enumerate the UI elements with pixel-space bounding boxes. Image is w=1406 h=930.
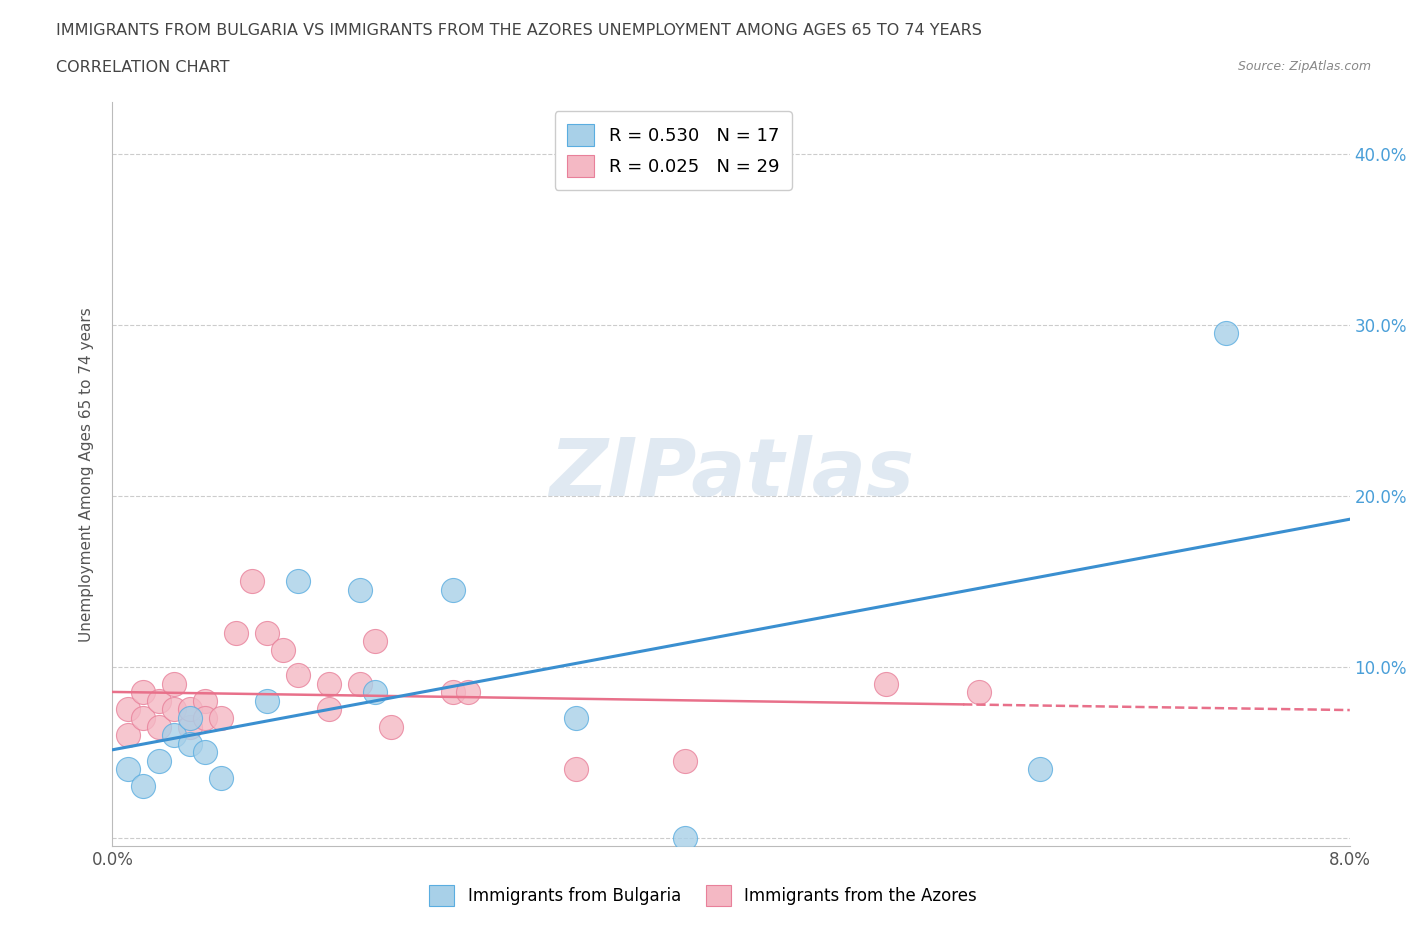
Point	[318, 676, 340, 691]
Point	[967, 684, 990, 699]
Text: CORRELATION CHART: CORRELATION CHART	[56, 60, 229, 75]
Point	[179, 719, 201, 734]
Point	[179, 737, 201, 751]
Point	[163, 676, 186, 691]
Point	[194, 694, 217, 709]
Point	[457, 684, 479, 699]
Point	[364, 684, 387, 699]
Point	[194, 711, 217, 725]
Point	[132, 779, 155, 794]
Point	[256, 625, 278, 640]
Point	[117, 762, 139, 777]
Point	[132, 711, 155, 725]
Point	[349, 582, 371, 597]
Point	[225, 625, 247, 640]
Point	[1215, 326, 1237, 340]
Point	[271, 643, 294, 658]
Point	[349, 676, 371, 691]
Point	[179, 702, 201, 717]
Point	[117, 727, 139, 742]
Point	[148, 753, 170, 768]
Legend: Immigrants from Bulgaria, Immigrants from the Azores: Immigrants from Bulgaria, Immigrants fro…	[422, 879, 984, 912]
Point	[1029, 762, 1052, 777]
Text: ZIPatlas: ZIPatlas	[548, 435, 914, 513]
Point	[565, 711, 588, 725]
Point	[240, 574, 263, 589]
Point	[163, 727, 186, 742]
Point	[875, 676, 897, 691]
Point	[380, 719, 402, 734]
Point	[163, 702, 186, 717]
Point	[441, 582, 464, 597]
Text: Source: ZipAtlas.com: Source: ZipAtlas.com	[1237, 60, 1371, 73]
Point	[364, 633, 387, 648]
Point	[673, 830, 696, 845]
Point	[287, 668, 309, 683]
Point	[318, 702, 340, 717]
Text: IMMIGRANTS FROM BULGARIA VS IMMIGRANTS FROM THE AZORES UNEMPLOYMENT AMONG AGES 6: IMMIGRANTS FROM BULGARIA VS IMMIGRANTS F…	[56, 23, 983, 38]
Point	[256, 694, 278, 709]
Legend: R = 0.530   N = 17, R = 0.025   N = 29: R = 0.530 N = 17, R = 0.025 N = 29	[554, 112, 792, 190]
Point	[194, 745, 217, 760]
Point	[287, 574, 309, 589]
Point	[132, 684, 155, 699]
Point	[441, 684, 464, 699]
Point	[148, 719, 170, 734]
Point	[117, 702, 139, 717]
Point	[179, 711, 201, 725]
Point	[565, 762, 588, 777]
Y-axis label: Unemployment Among Ages 65 to 74 years: Unemployment Among Ages 65 to 74 years	[79, 307, 94, 642]
Point	[209, 711, 232, 725]
Point	[148, 694, 170, 709]
Point	[209, 770, 232, 785]
Point	[673, 753, 696, 768]
